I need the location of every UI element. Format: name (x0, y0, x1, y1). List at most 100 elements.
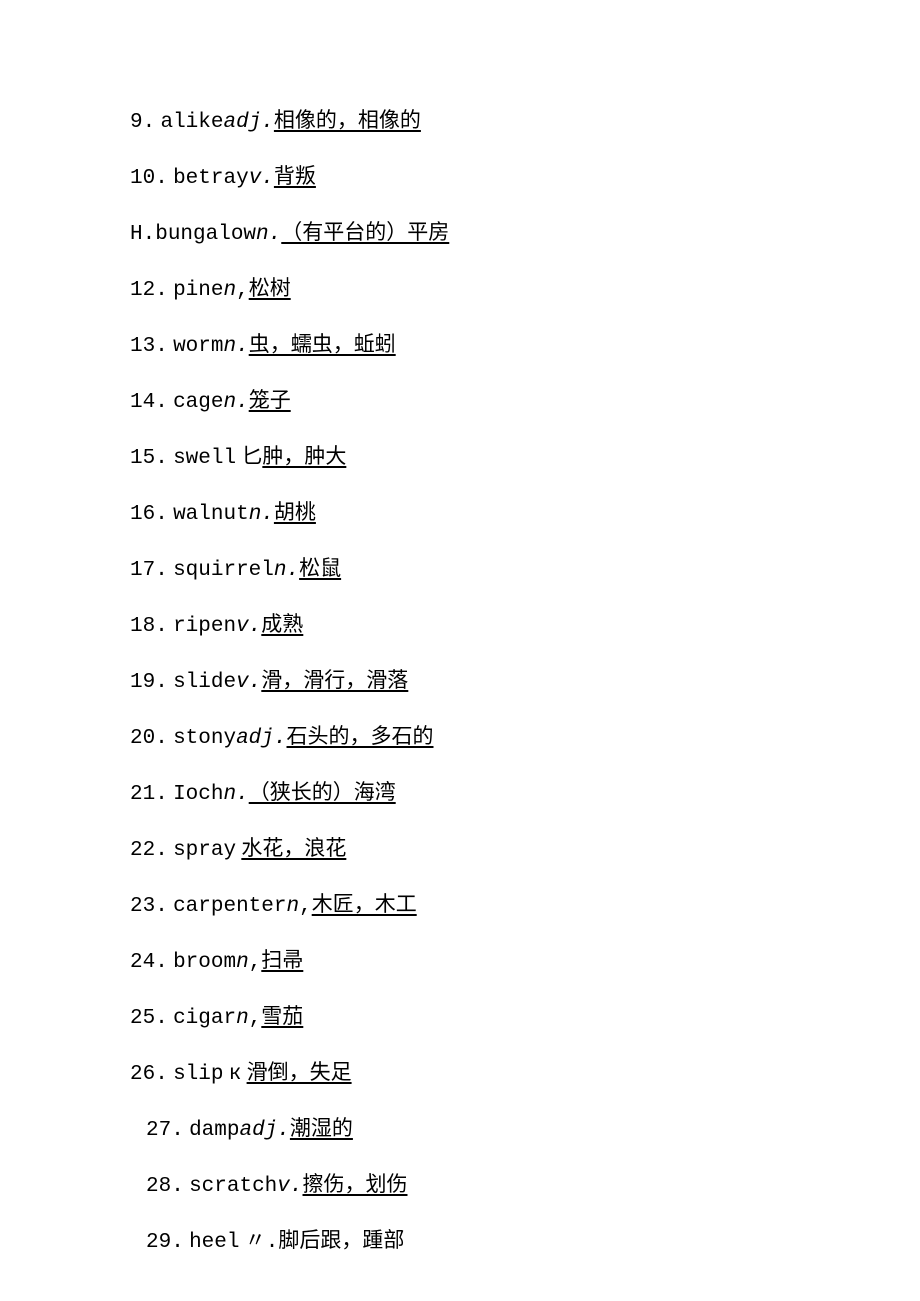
entry-number: 9. (130, 111, 155, 134)
entry-definition: 滑，滑行，滑落 (261, 668, 408, 692)
vocab-entry: 19. slidev.滑，滑行，滑落 (130, 670, 920, 693)
entry-definition: 石头的，多石的 (287, 724, 434, 748)
entry-pos: n (223, 279, 236, 302)
vocab-entry: 17. squirreln.松鼠 (130, 558, 920, 581)
entry-number: 17. (130, 559, 168, 582)
entry-definition: （狭长的）海湾 (249, 780, 396, 804)
entry-definition: 虫，蠕虫，蚯蚓 (249, 332, 396, 356)
entry-word: squirrel (173, 559, 274, 582)
entry-pos: adj. (223, 111, 273, 134)
entry-pos: v. (277, 1175, 302, 1198)
vocab-entry: 10. betrayv.背叛 (130, 166, 920, 189)
entry-definition: 成熟 (261, 612, 303, 636)
entry-pos: n (286, 895, 299, 918)
entry-number: 12. (130, 279, 168, 302)
entry-number: 28. (146, 1175, 184, 1198)
entry-number: 15. (130, 447, 168, 470)
entry-definition: 脚后跟，踵部 (278, 1228, 404, 1252)
vocab-entry: H.bungalown.（有平台的）平房 (130, 222, 920, 245)
entry-number: 16. (130, 503, 168, 526)
vocab-entry: 9. alikeadj.相像的，相像的 (130, 110, 920, 133)
entry-number: 24. (130, 951, 168, 974)
entry-word: worm (173, 335, 223, 358)
entry-word: scratch (189, 1175, 277, 1198)
entry-word: slip (173, 1063, 223, 1086)
entry-pos: n. (223, 391, 248, 414)
entry-pos: n. (274, 559, 299, 582)
entry-word: cage (173, 391, 223, 414)
entry-number: 21. (130, 783, 168, 806)
entry-word: betray (173, 167, 249, 190)
vocab-entry: 24. broomn,扫帚 (130, 950, 920, 973)
entry-definition: 胡桃 (274, 500, 316, 524)
entry-pos: n (236, 951, 249, 974)
entry-definition: 相像的，相像的 (274, 108, 421, 132)
entry-word: ripen (173, 615, 236, 638)
entry-pos: к (229, 1063, 242, 1086)
entry-word: carpenter (173, 895, 286, 918)
entry-word: stony (173, 727, 236, 750)
vocabulary-list: 9. alikeadj.相像的，相像的10. betrayv.背叛H.bunga… (0, 0, 920, 1253)
entry-pos: adj. (239, 1119, 289, 1142)
entry-number: 25. (130, 1007, 168, 1030)
entry-definition: 肿，肿大 (262, 444, 346, 468)
vocab-entry: 20. stonyadj.石头的，多石的 (130, 726, 920, 749)
entry-pos: n. (256, 223, 281, 246)
entry-sep: , (249, 951, 262, 974)
entry-number: 13. (130, 335, 168, 358)
entry-definition: 雪茄 (261, 1004, 303, 1028)
entry-number: H. (130, 223, 155, 246)
entry-number: 26. (130, 1063, 168, 1086)
entry-pos: n. (223, 335, 248, 358)
entry-word: swell (173, 447, 236, 470)
vocab-entry: 14. cagen.笼子 (130, 390, 920, 413)
vocab-entry: 15. swell 匕肿，肿大 (130, 446, 920, 469)
vocab-entry: 27. dampadj.潮湿的 (130, 1118, 920, 1141)
entry-number: 19. (130, 671, 168, 694)
entry-definition: 松鼠 (299, 556, 341, 580)
entry-word: damp (189, 1119, 239, 1142)
entry-pos: 匕 (241, 447, 262, 470)
entry-definition: 潮湿的 (290, 1116, 353, 1140)
entry-sep: . (266, 1231, 279, 1254)
entry-pos: n. (249, 503, 274, 526)
entry-definition: （有平台的）平房 (281, 220, 449, 244)
entry-pos: v. (236, 615, 261, 638)
entry-number: 29. (146, 1231, 184, 1254)
vocab-entry: 25. cigarn,雪茄 (130, 1006, 920, 1029)
entry-pos: n. (223, 783, 248, 806)
vocab-entry: 23. carpentern,木匠，木工 (130, 894, 920, 917)
entry-word: alike (160, 111, 223, 134)
vocab-entry: 29. heel 〃.脚后跟，踵部 (130, 1230, 920, 1253)
entry-definition: 擦伤，划伤 (303, 1172, 408, 1196)
entry-number: 27. (146, 1119, 184, 1142)
entry-word: spray (173, 839, 236, 862)
entry-pos: v. (249, 167, 274, 190)
vocab-entry: 13. wormn.虫，蠕虫，蚯蚓 (130, 334, 920, 357)
vocab-entry: 18. ripenv.成熟 (130, 614, 920, 637)
entry-number: 14. (130, 391, 168, 414)
vocab-entry: 22. spray 水花，浪花 (130, 838, 920, 861)
vocab-entry: 12. pinen,松树 (130, 278, 920, 301)
entry-number: 22. (130, 839, 168, 862)
entry-definition: 滑倒，失足 (247, 1060, 352, 1084)
entry-word: pine (173, 279, 223, 302)
entry-pos: n (236, 1007, 249, 1030)
entry-pos: v. (236, 671, 261, 694)
vocab-entry: 26. slip к 滑倒，失足 (130, 1062, 920, 1085)
entry-word: bungalow (155, 223, 256, 246)
entry-pos: 〃 (245, 1231, 266, 1254)
entry-pos: adj. (236, 727, 286, 750)
entry-word: Ioch (173, 783, 223, 806)
entry-definition: 松树 (249, 276, 291, 300)
entry-word: heel (189, 1231, 239, 1254)
entry-word: broom (173, 951, 236, 974)
entry-definition: 木匠，木工 (312, 892, 417, 916)
vocab-entry: 21. Iochn.（狭长的）海湾 (130, 782, 920, 805)
vocab-entry: 16. walnutn.胡桃 (130, 502, 920, 525)
entry-number: 20. (130, 727, 168, 750)
entry-word: slide (173, 671, 236, 694)
entry-word: walnut (173, 503, 249, 526)
entry-definition: 背叛 (274, 164, 316, 188)
entry-sep: , (249, 1007, 262, 1030)
